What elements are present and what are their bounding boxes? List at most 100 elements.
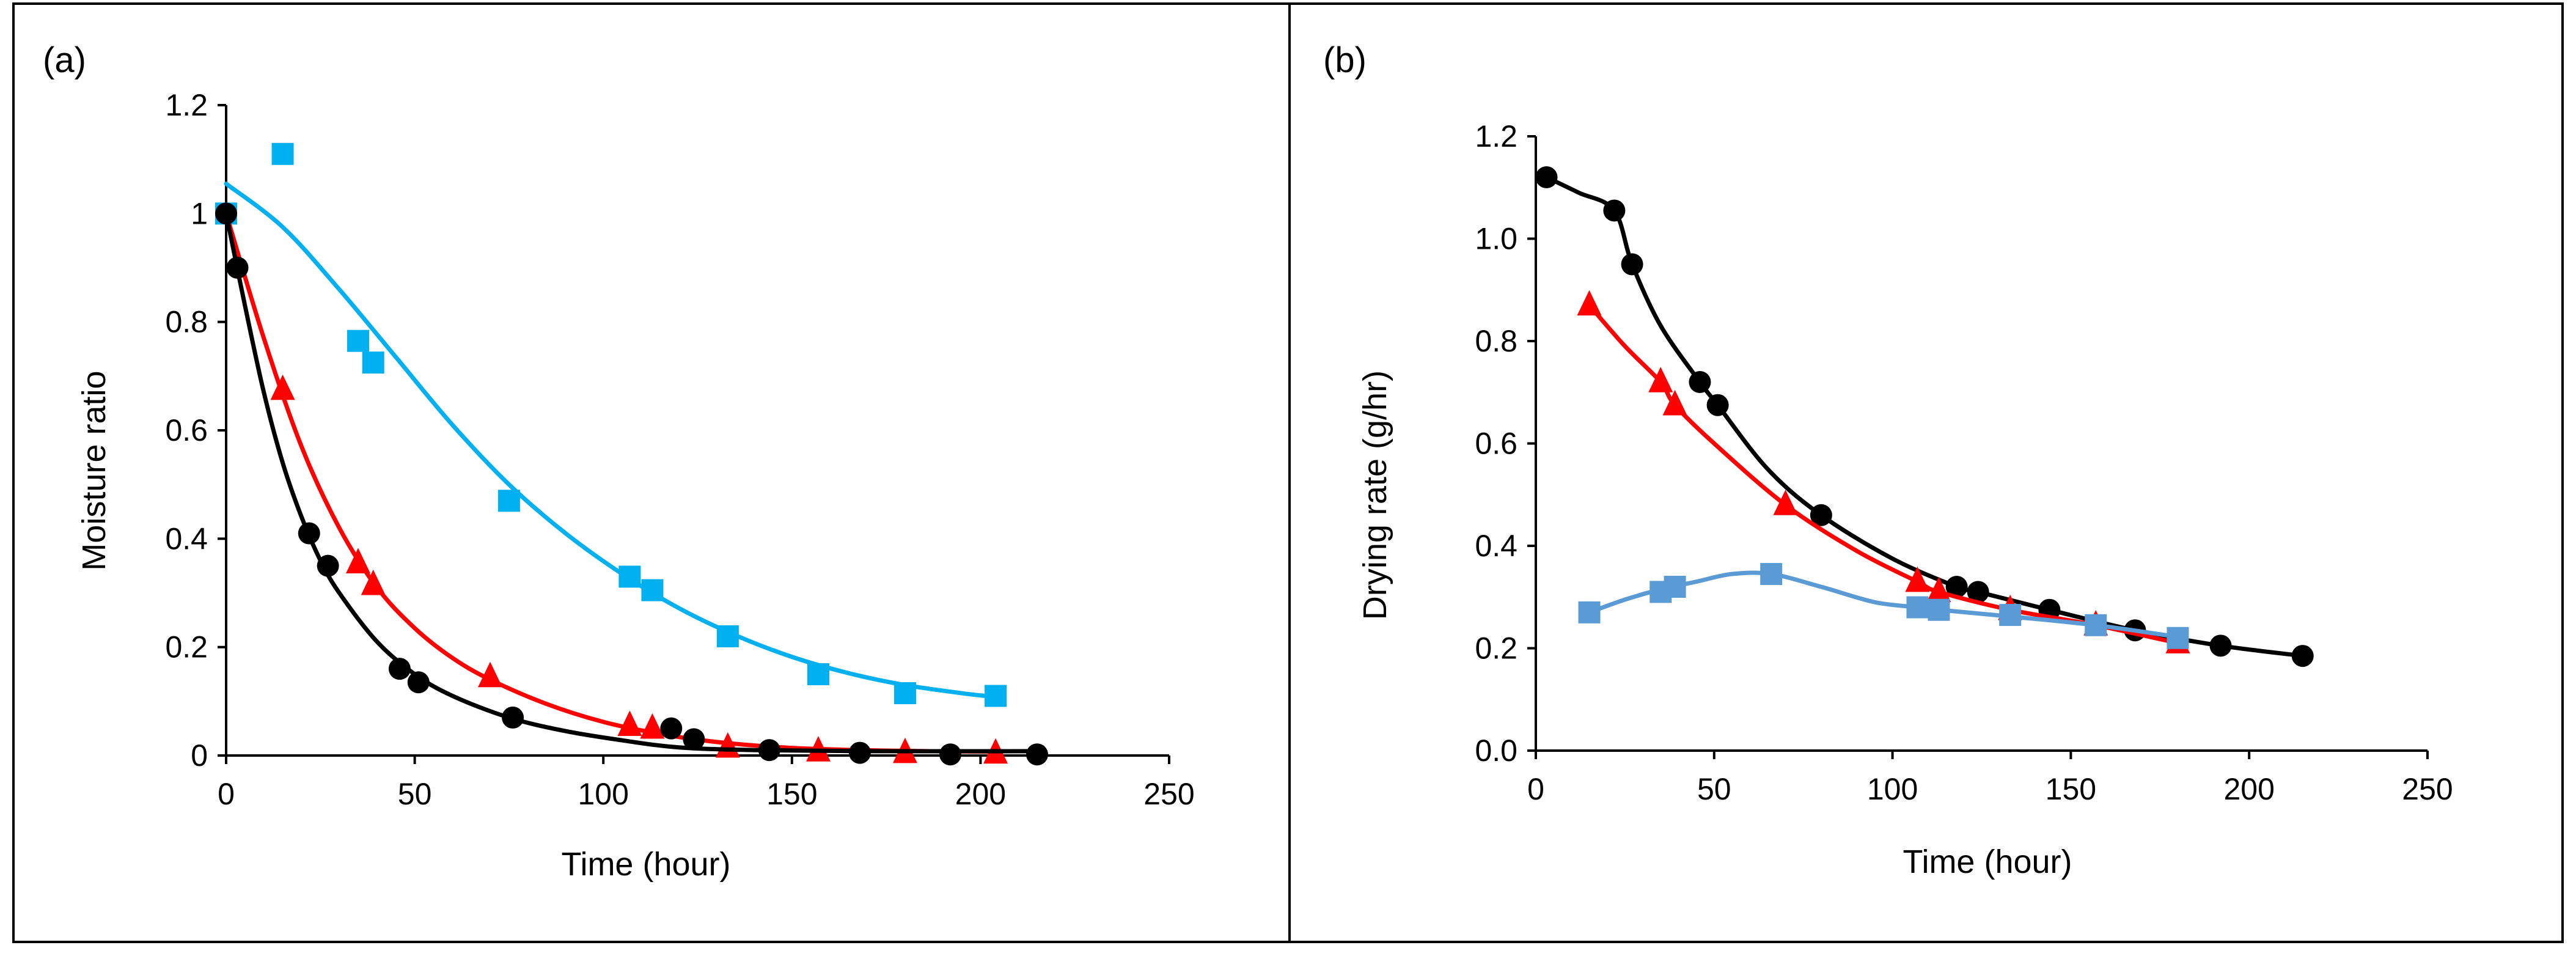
panel-b-point-square: [1999, 604, 2022, 627]
panel-b-y-tick-label: 0.8: [1475, 324, 1517, 358]
panel-a-y-tick-label: 0.8: [165, 305, 208, 339]
panel-b-point-square: [2167, 627, 2189, 649]
panel-a-x-tick-label: 0: [218, 777, 235, 811]
panel-b-y-tick-label: 1.0: [1475, 222, 1517, 256]
panel-b-y-tick-label: 0.6: [1475, 427, 1517, 461]
panel-b-y-tick-label: 1.2: [1475, 119, 1517, 153]
panel-a-point-circle: [1026, 743, 1048, 766]
panel-a-point-triangle: [478, 661, 503, 688]
panel-a-point-circle: [683, 728, 705, 751]
panel-b-point-circle: [2209, 634, 2232, 657]
panel-a-point-triangle: [346, 548, 371, 574]
panel-b-point-square: [1906, 596, 1929, 619]
panel-a-series-circle: [215, 202, 1048, 766]
panel-a-y-tick-label: 1.2: [165, 88, 208, 122]
panel-a-point-circle: [388, 658, 411, 680]
panel-a-point-circle: [215, 202, 237, 225]
panel-b-point-circle: [1945, 576, 1968, 598]
panel-a-point-triangle: [640, 713, 665, 739]
panel-a-point-triangle: [270, 374, 295, 400]
panel-a-point-square: [618, 565, 641, 588]
panel-a-y-tick-label: 0.6: [165, 413, 208, 447]
panel-b-point-circle: [1810, 504, 1832, 526]
panel-a-y-tick-label: 0: [191, 738, 208, 773]
panel-a-point-circle: [660, 717, 683, 740]
panel-a-y-tick-label: 0.2: [165, 630, 208, 664]
panel-a-y-axis-title: Moisture ratio: [76, 370, 112, 570]
panel-a-point-circle: [226, 257, 249, 279]
panel-a-point-square: [347, 329, 370, 352]
panel-b-point-circle: [1621, 253, 1643, 276]
panel-b-point-circle: [1689, 371, 1711, 393]
panel-a-point-circle: [298, 522, 320, 545]
panel-a-point-square: [894, 682, 916, 705]
panel-b-series-triangle: [1577, 290, 2190, 653]
panel-a-fit-line-circle: [224, 211, 1040, 754]
panel-b-frame: [1288, 2, 2564, 943]
panel-b-x-tick-label: 50: [1697, 772, 1731, 806]
panel-a-point-circle: [502, 706, 524, 729]
panel-b-x-axis-title: Time (hour): [1903, 844, 2072, 880]
panel-a-plot-area: [215, 142, 1048, 766]
panel-a-point-triangle: [617, 710, 642, 737]
panel-b-x-tick-label: 150: [2046, 772, 2096, 806]
panel-b-point-square: [2085, 614, 2107, 636]
panel-a-point-square: [271, 142, 294, 165]
panel-b-y-tick-label: 0.4: [1475, 529, 1517, 563]
panel-a-x-axis-title: Time (hour): [561, 846, 730, 883]
panel-a-point-square: [362, 351, 384, 374]
panel-a-series-triangle: [224, 211, 1008, 764]
panel-a-x-tick-label: 200: [955, 777, 1006, 811]
panel-b-x-tick-label: 100: [1867, 772, 1918, 806]
panel-b: (b) 0 50 100 150 200 250 0.0 0.2 0.4 0.6 0.8 1.0 1.2…: [1323, 40, 2453, 880]
panel-a-x-tick-label: 150: [766, 777, 817, 811]
panel-a-fit-line-square: [224, 182, 998, 699]
panel-a: (a) 0 50 100 150 200 250 0 0.2 0.4 0.6 0.8 1 1.2 Tim…: [43, 40, 1195, 883]
panel-b-x-tick-label: 0: [1527, 772, 1544, 806]
panel-b-point-triangle: [1662, 389, 1687, 416]
panel-a-y-tick-label: 0.4: [165, 521, 208, 556]
panel-a-x-tick-label: 100: [578, 777, 628, 811]
panel-a-point-square: [807, 663, 830, 685]
panel-b-point-circle: [1967, 581, 1989, 603]
panel-b-y-tick-label: 0.0: [1475, 734, 1517, 768]
panel-b-point-square: [1664, 576, 1686, 598]
panel-b-x-tick-label: 250: [2402, 772, 2453, 806]
panel-a-x-tick-label: 250: [1143, 777, 1194, 811]
panel-b-y-axis-title: Drying rate (g/hr): [1357, 370, 1393, 620]
panel-a-y-tick-label: 1: [191, 196, 208, 230]
panel-b-point-triangle: [1577, 290, 1602, 316]
panel-a-frame: [12, 2, 1291, 943]
panel-b-x-tick-label: 200: [2223, 772, 2274, 806]
panel-b-series-square: [1578, 563, 2189, 649]
panel-a-point-circle: [758, 739, 780, 762]
panel-a-series-square: [215, 142, 1007, 707]
panel-b-plot-area: [1535, 166, 2314, 667]
panel-a-point-circle: [848, 741, 871, 764]
panel-a-label: (a): [43, 40, 86, 80]
panel-b-point-circle: [1706, 394, 1729, 416]
panel-a-axes: 0 50 100 150 200 250 0 0.2 0.4 0.6 0.8 1 1.2: [165, 88, 1194, 811]
panel-b-point-square: [1760, 563, 1783, 586]
panel-b-point-circle: [1603, 199, 1626, 222]
panel-b-point-circle: [1535, 166, 1558, 188]
panel-a-point-square: [716, 625, 739, 647]
panel-b-point-triangle: [1648, 367, 1673, 392]
panel-b-point-triangle: [1926, 576, 1951, 603]
panel-b-point-square: [1578, 601, 1601, 623]
panel-a-point-square: [497, 490, 520, 512]
panel-b-point-triangle: [1773, 490, 1798, 515]
panel-b-label: (b): [1323, 40, 1367, 80]
panel-a-point-circle: [939, 743, 962, 766]
panel-a-point-circle: [407, 671, 430, 694]
panel-a-point-triangle: [361, 569, 386, 595]
panel-a-x-tick-label: 50: [398, 777, 432, 811]
panel-b-y-tick-label: 0.2: [1475, 631, 1517, 666]
panel-a-point-square: [641, 579, 664, 601]
panel-a-point-circle: [317, 554, 339, 577]
panel-b-point-triangle: [1905, 566, 1930, 592]
panel-b-point-square: [1928, 598, 1950, 621]
panel-b-axes: 0 50 100 150 200 250 0.0 0.2 0.4 0.6 0.8 1.0 1.2: [1475, 119, 2453, 806]
panel-b-point-circle: [2291, 645, 2314, 667]
